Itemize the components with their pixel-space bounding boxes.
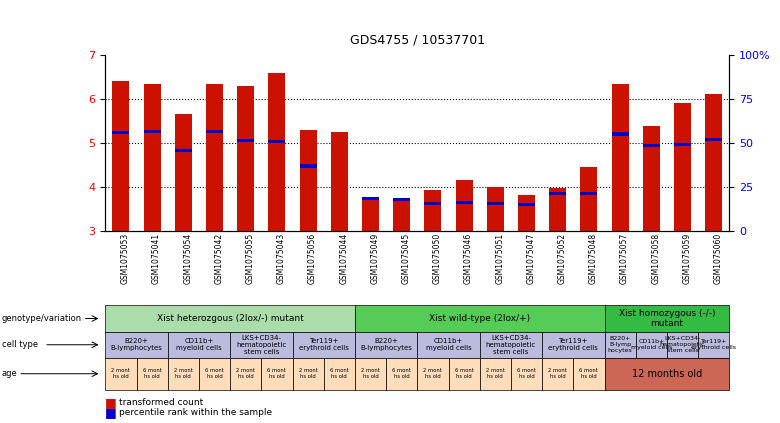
Text: GSM1075051: GSM1075051	[495, 233, 505, 284]
Text: cell type: cell type	[2, 340, 37, 349]
Text: 2 mont
hs old: 2 mont hs old	[174, 368, 193, 379]
Text: 2 mont
hs old: 2 mont hs old	[361, 368, 380, 379]
Bar	[175, 149, 192, 152]
Text: GSM1075054: GSM1075054	[183, 233, 193, 284]
Text: GSM1075055: GSM1075055	[246, 233, 255, 284]
Text: GSM1075057: GSM1075057	[620, 233, 629, 284]
Bar	[456, 180, 473, 231]
Text: ■: ■	[105, 396, 117, 409]
Text: 6 mont
hs old: 6 mont hs old	[517, 368, 536, 379]
Text: 6 mont
hs old: 6 mont hs old	[392, 368, 411, 379]
Text: Xist homozygous (-/-)
mutant: Xist homozygous (-/-) mutant	[619, 309, 715, 328]
Bar	[580, 167, 597, 231]
Bar	[612, 83, 629, 231]
Bar	[424, 190, 441, 231]
Text: Ter119+
erythroid cells: Ter119+ erythroid cells	[548, 338, 598, 351]
Bar	[580, 192, 597, 195]
Bar	[331, 132, 348, 231]
Text: GSM1075045: GSM1075045	[402, 233, 411, 284]
Text: GDS4755 / 10537701: GDS4755 / 10537701	[349, 33, 485, 47]
Bar	[456, 201, 473, 204]
Text: 2 mont
hs old: 2 mont hs old	[424, 368, 442, 379]
Bar	[393, 198, 410, 201]
Text: 2 mont
hs old: 2 mont hs old	[299, 368, 317, 379]
Bar	[705, 94, 722, 231]
Text: age: age	[2, 369, 17, 378]
Text: GSM1075056: GSM1075056	[308, 233, 317, 284]
Text: 2 mont
hs old: 2 mont hs old	[486, 368, 505, 379]
Text: ■: ■	[105, 407, 117, 419]
Bar	[144, 83, 161, 231]
Text: 2 mont
hs old: 2 mont hs old	[548, 368, 567, 379]
Text: GSM1075044: GSM1075044	[339, 233, 349, 284]
Bar	[518, 195, 535, 231]
Bar	[487, 187, 504, 231]
Text: Ter119+
erythroid cells: Ter119+ erythroid cells	[299, 338, 349, 351]
Bar	[643, 126, 660, 231]
Bar	[674, 143, 691, 146]
Bar	[300, 129, 317, 231]
Text: Xist wild-type (2lox/+): Xist wild-type (2lox/+)	[429, 314, 530, 323]
Bar	[268, 140, 285, 143]
Text: GSM1075059: GSM1075059	[682, 233, 692, 284]
Bar	[518, 203, 535, 206]
Text: LKS+CD34-
hematopoietic
stem cells: LKS+CD34- hematopoietic stem cells	[660, 336, 705, 353]
Text: 12 months old: 12 months old	[632, 369, 702, 379]
Bar	[237, 139, 254, 142]
Bar	[705, 138, 722, 141]
Text: genotype/variation: genotype/variation	[2, 314, 82, 323]
Text: GSM1075058: GSM1075058	[651, 233, 661, 284]
Bar	[362, 197, 379, 200]
Bar	[206, 130, 223, 133]
Text: GSM1075046: GSM1075046	[464, 233, 473, 284]
Text: GSM1075048: GSM1075048	[589, 233, 598, 284]
Text: B220+
B-lymphocytes: B220+ B-lymphocytes	[111, 338, 162, 351]
Text: GSM1075041: GSM1075041	[152, 233, 161, 284]
Text: GSM1075053: GSM1075053	[121, 233, 130, 284]
Bar	[300, 165, 317, 168]
Bar	[237, 86, 254, 231]
Text: transformed count: transformed count	[119, 398, 204, 407]
Bar	[487, 202, 504, 205]
Text: GSM1075047: GSM1075047	[526, 233, 536, 284]
Text: B220+
B-lymp
hocytes: B220+ B-lymp hocytes	[608, 336, 633, 353]
Text: CD11b+
myeloid cells: CD11b+ myeloid cells	[176, 338, 222, 351]
Bar	[268, 73, 285, 231]
Text: 6 mont
hs old: 6 mont hs old	[143, 368, 161, 379]
Text: 6 mont
hs old: 6 mont hs old	[268, 368, 286, 379]
Text: 2 mont
hs old: 2 mont hs old	[112, 368, 130, 379]
Text: GSM1075052: GSM1075052	[558, 233, 567, 284]
Text: GSM1075042: GSM1075042	[215, 233, 224, 284]
Bar	[612, 132, 629, 135]
Text: GSM1075060: GSM1075060	[714, 233, 723, 284]
Bar	[674, 103, 691, 231]
Text: 6 mont
hs old: 6 mont hs old	[580, 368, 598, 379]
Text: CD11b+
myeloid cells: CD11b+ myeloid cells	[631, 339, 672, 350]
Text: percentile rank within the sample: percentile rank within the sample	[119, 408, 272, 418]
Text: B220+
B-lymphocytes: B220+ B-lymphocytes	[360, 338, 412, 351]
Bar	[549, 188, 566, 231]
Bar	[393, 198, 410, 231]
Bar	[144, 130, 161, 133]
Text: GSM1075050: GSM1075050	[433, 233, 442, 284]
Bar	[175, 114, 192, 231]
Bar	[362, 200, 379, 231]
Text: LKS+CD34-
hematopoietic
stem cells: LKS+CD34- hematopoietic stem cells	[236, 335, 286, 355]
Text: CD11b+
myeloid cells: CD11b+ myeloid cells	[426, 338, 471, 351]
Text: GSM1075049: GSM1075049	[370, 233, 380, 284]
Bar	[112, 81, 129, 231]
Text: 6 mont
hs old: 6 mont hs old	[455, 368, 473, 379]
Text: 6 mont
hs old: 6 mont hs old	[205, 368, 224, 379]
Bar	[112, 131, 129, 134]
Text: Ter119+
erythroid cells: Ter119+ erythroid cells	[691, 339, 736, 350]
Bar	[549, 192, 566, 195]
Bar	[206, 83, 223, 231]
Bar	[424, 202, 441, 205]
Text: Xist heterozgous (2lox/-) mutant: Xist heterozgous (2lox/-) mutant	[157, 314, 303, 323]
Text: 6 mont
hs old: 6 mont hs old	[330, 368, 349, 379]
Text: GSM1075043: GSM1075043	[277, 233, 286, 284]
Text: 2 mont
hs old: 2 mont hs old	[236, 368, 255, 379]
Bar	[643, 144, 660, 147]
Text: LKS+CD34-
hematopoietic
stem cells: LKS+CD34- hematopoietic stem cells	[486, 335, 536, 355]
